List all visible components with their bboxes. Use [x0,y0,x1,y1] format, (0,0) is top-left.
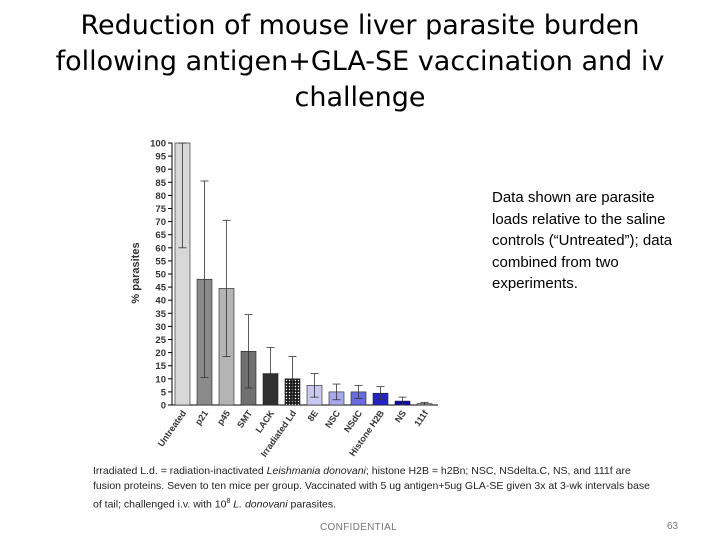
x-tick-label: 8E [306,408,321,423]
y-tick-label: 35 [155,309,166,320]
y-tick-label: 0 [161,401,166,412]
y-tick-label: 30 [155,322,166,333]
y-tick-label: 95 [155,152,166,163]
y-tick-label: 60 [155,243,166,254]
x-tick-label: NSdC [342,408,365,434]
x-tick-label: NSC [323,408,342,430]
y-tick-label: 40 [155,296,166,307]
x-tick-label: p21 [193,408,210,426]
title-line-1: Reduction of mouse liver parasite burden [80,10,640,41]
footer-confidential: CONFIDENTIAL [320,522,397,533]
y-tick-label: 70 [155,217,166,228]
y-axis: 0 5 10 15 20 25 30 35 40 45 50 55 60 65 70 75 80 85 90 95 10… [150,139,438,412]
y-tick-label: 45 [155,283,166,294]
y-tick-label: 10 [155,374,166,385]
footnote-part-1: Irradiated L.d. = radiation-inactivated [93,465,267,477]
footnote-part-2: ; histone H2B = h2Bn; NSC, NSdelta.C, NS… [93,465,650,511]
x-tick-label: p45 [215,408,232,426]
x-tick-label: LACK [254,408,277,435]
y-tick-label: 55 [155,256,166,267]
page-number: 63 [667,521,679,532]
y-tick-label: 50 [155,270,166,281]
x-tick-label: Untreated [156,408,188,448]
y-tick-label: 75 [155,204,166,215]
footnote-exponent: 8 [226,498,231,505]
y-tick-label: 65 [155,230,166,241]
y-tick-label: 80 [155,191,166,202]
y-tick-label: 5 [161,387,167,398]
footnote-species: Leishmania donovani [266,465,366,477]
y-tick-label: 25 [155,335,166,346]
y-tick-label: 20 [155,348,166,359]
y-tick-label: 15 [155,361,166,372]
x-tick-label: SMT [235,408,254,430]
footnote-part-4: parasites. [287,498,337,511]
slide-title: Reduction of mouse liver parasite burden… [30,8,690,116]
footnote: Irradiated L.d. = radiation-inactivated … [93,464,653,513]
y-tick-label: 90 [155,165,166,176]
parasite-bar-chart: 0 5 10 15 20 25 30 35 40 45 50 55 60 65 70 75 80 85 90 95 10… [130,139,438,459]
x-tick-label: 111f [412,408,431,428]
error-bars [178,142,429,406]
y-axis-label: % parasites [130,242,142,303]
x-tick-label: NS [393,408,408,424]
title-line-2: following antigen+GLA-SE vaccination and… [55,46,665,77]
y-tick-label: 85 [155,178,166,189]
side-note: Data shown are parasite loads relative t… [492,189,673,292]
bars [174,142,433,406]
title-line-3: challenge [294,82,426,113]
y-tick-label: 100 [150,139,166,150]
footnote-species-2: L. donovani [233,498,288,511]
